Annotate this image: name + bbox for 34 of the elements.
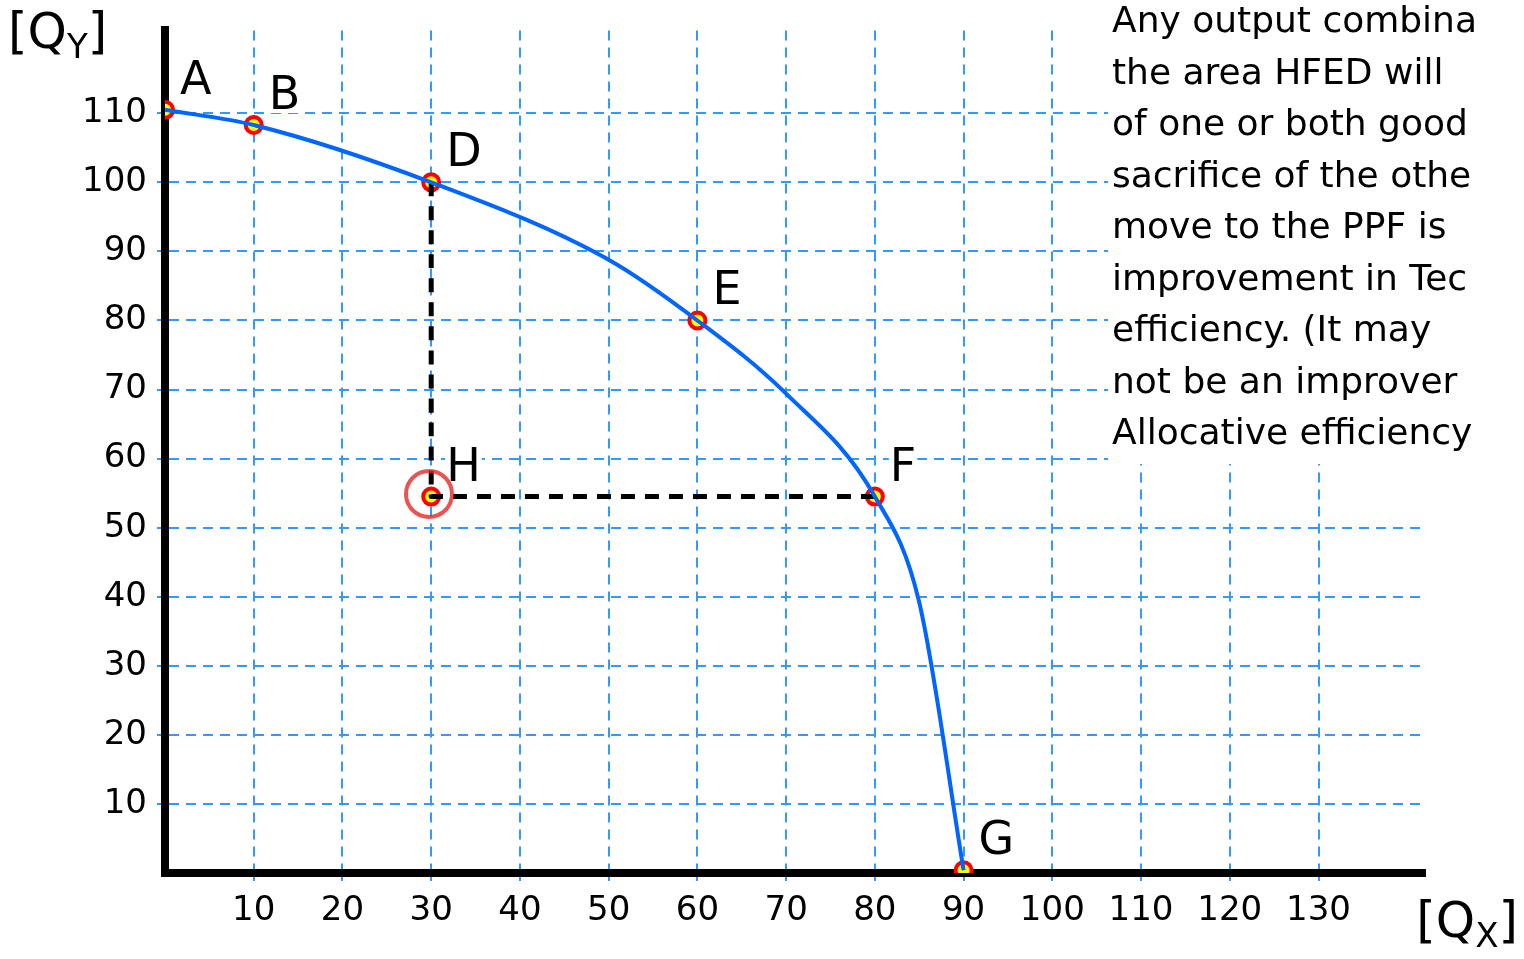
x-tick-label: 40 — [498, 888, 542, 929]
x-tick-label: 10 — [232, 888, 276, 929]
x-tick-label: 80 — [853, 888, 897, 929]
y-tick-label: 50 — [103, 504, 147, 545]
x-tick-label: 100 — [1019, 888, 1085, 929]
y-tick-label: 80 — [103, 297, 147, 338]
x-tick-label: 30 — [409, 888, 453, 929]
y-tick-label: 70 — [103, 366, 147, 407]
annotation: H — [446, 437, 481, 492]
annotation: D — [446, 123, 482, 178]
y-tick-label: 90 — [103, 228, 147, 269]
annotation: G — [978, 811, 1015, 866]
annotation: A — [180, 50, 212, 105]
y-tick-label: 10 — [103, 780, 147, 821]
y-tick-label: 20 — [103, 711, 147, 752]
annotation: F — [889, 437, 917, 492]
x-tick-label: 60 — [675, 888, 720, 929]
x-tick-label: 90 — [941, 888, 986, 929]
x-tick-label: 50 — [587, 888, 631, 929]
y-tick-label: 40 — [103, 573, 147, 614]
x-tick-label: 120 — [1197, 888, 1263, 929]
annotation: B — [268, 66, 301, 121]
x-tick-label: 20 — [320, 888, 365, 929]
x-axis-title: [Q$_{X}$] — [1416, 891, 1518, 955]
y-tick-label: 60 — [103, 435, 147, 476]
y-axis-title: [Q$_{Y}$] — [8, 2, 108, 66]
y-tick-label: 30 — [103, 642, 147, 683]
y-tick-label: 110 — [82, 90, 147, 131]
x-tick-label: 130 — [1286, 888, 1351, 929]
x-tick-label: 70 — [764, 888, 808, 929]
annotation: E — [712, 261, 742, 316]
text: Any output combina the area HFED will of one or both good sacrifice of the othe move to the PPF is improvement in Tec efficiency. (It may not be an improver Allocative efficiency — [1112, 0, 1477, 452]
x-tick-label: 110 — [1108, 888, 1174, 929]
y-tick-label: 100 — [82, 159, 147, 200]
